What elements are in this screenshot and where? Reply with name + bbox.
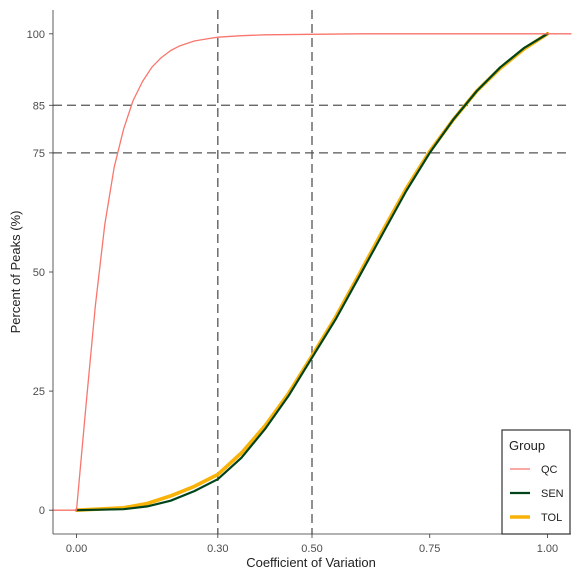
y-axis-title: Percent of Peaks (%): [8, 211, 23, 334]
y-tick-label: 75: [33, 148, 45, 160]
y-tick-label: 100: [27, 29, 45, 41]
x-tick-label: 0.00: [66, 543, 87, 555]
series-line-sen: [75, 32, 549, 512]
x-tick-label: 0.75: [419, 543, 440, 555]
x-tick-label: 0.50: [301, 543, 322, 555]
legend-label-tol: TOL: [541, 512, 562, 524]
series-line-qc: [52, 33, 572, 511]
reference-lines: [53, 10, 571, 534]
legend-label-qc: QC: [541, 464, 558, 476]
x-axis-title: Coefficient of Variation: [246, 555, 376, 570]
legend-items: QC SEN TOL: [510, 464, 564, 524]
y-tick-label: 0: [39, 505, 45, 517]
legend-label-sen: SEN: [541, 488, 564, 500]
y-tick-label: 50: [33, 267, 45, 279]
x-tick-label: 0.30: [207, 543, 228, 555]
legend: Group QC SEN TOL: [501, 429, 571, 535]
y-tick-label: 85: [33, 100, 45, 112]
series-layer: [52, 31, 572, 513]
x-axis-ticks: 0.00 0.30 0.50 0.75 1.00: [66, 534, 558, 555]
y-axis-ticks: 0 25 50 75 85 100: [27, 29, 53, 517]
y-tick-label: 25: [33, 386, 45, 398]
x-tick-label: 1.00: [537, 543, 558, 555]
legend-title: Group: [509, 438, 545, 453]
